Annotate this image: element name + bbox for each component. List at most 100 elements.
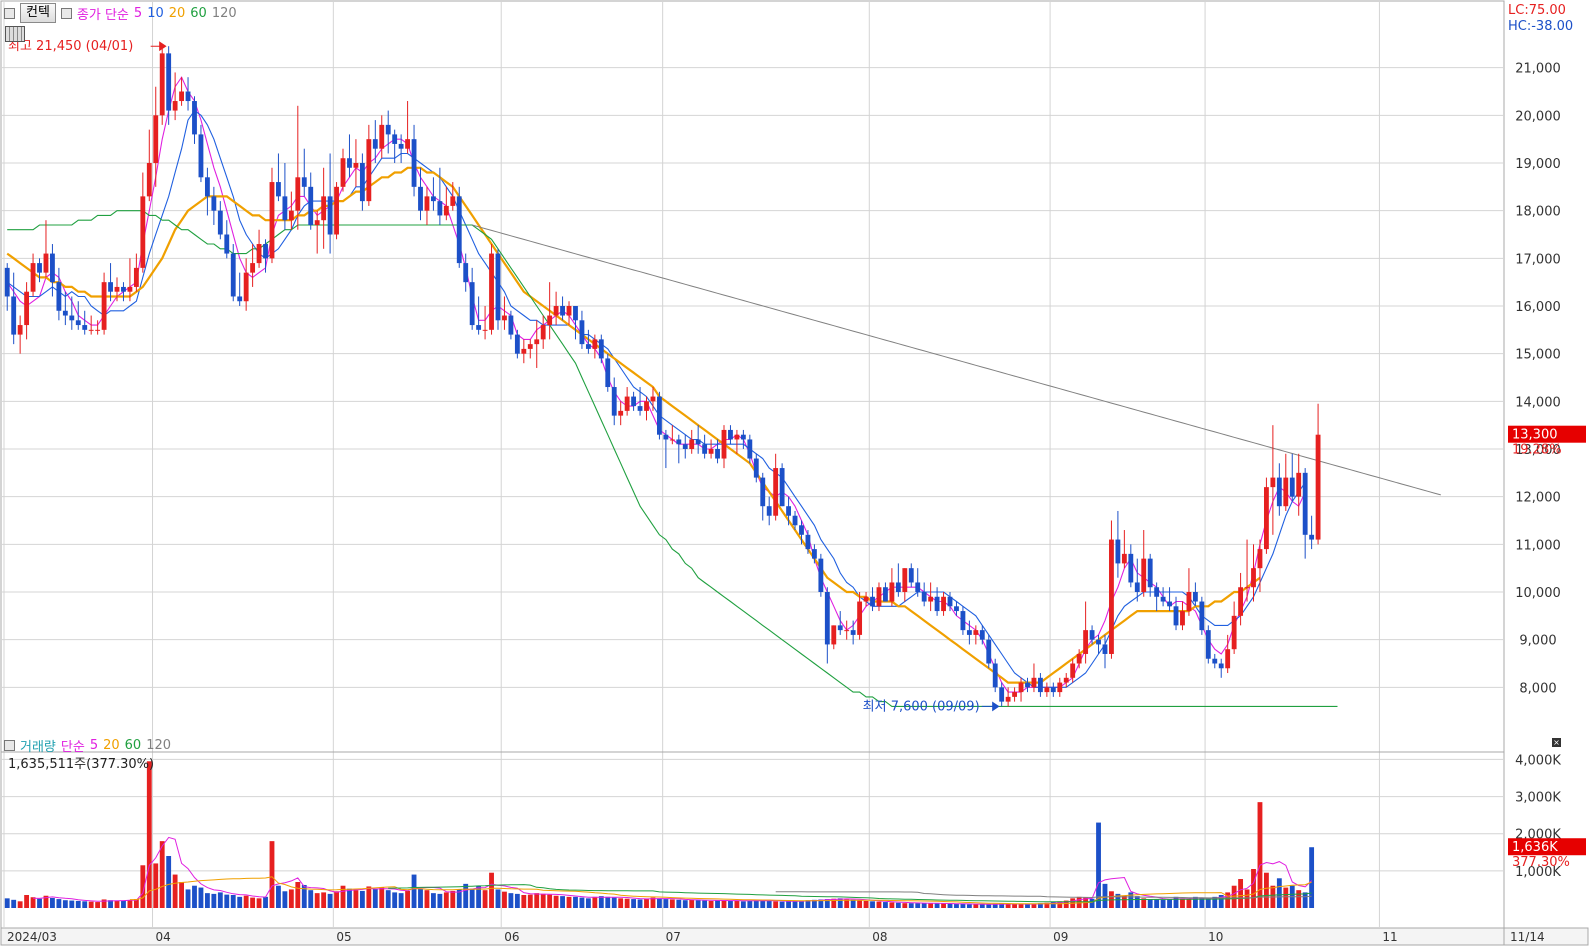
candle-body[interactable] bbox=[392, 134, 398, 144]
volume-bar[interactable] bbox=[379, 887, 385, 908]
volume-bar[interactable] bbox=[366, 886, 372, 908]
candle-body[interactable] bbox=[179, 91, 184, 102]
volume-bar[interactable] bbox=[689, 899, 695, 908]
candle-body[interactable] bbox=[566, 306, 572, 316]
volume-bar[interactable] bbox=[282, 891, 288, 908]
candle-body[interactable] bbox=[288, 210, 294, 221]
candle-body[interactable] bbox=[669, 439, 675, 441]
volume-bar[interactable] bbox=[1160, 899, 1166, 908]
candle-body[interactable] bbox=[721, 429, 727, 459]
volume-bar[interactable] bbox=[540, 893, 546, 908]
volume-bar[interactable] bbox=[760, 900, 766, 908]
candle-body[interactable] bbox=[127, 286, 133, 292]
candle-body[interactable] bbox=[1309, 534, 1315, 540]
candle-body[interactable] bbox=[1154, 587, 1160, 597]
volume-bar[interactable] bbox=[1063, 900, 1069, 908]
candle-body[interactable] bbox=[502, 315, 507, 321]
candle-body[interactable] bbox=[88, 329, 94, 331]
volume-bar[interactable] bbox=[263, 896, 268, 908]
candle-body[interactable] bbox=[708, 449, 714, 454]
volume-bar[interactable] bbox=[682, 900, 688, 908]
volume-bar[interactable] bbox=[1244, 889, 1250, 908]
candle-body[interactable] bbox=[728, 429, 733, 440]
candle-body[interactable] bbox=[43, 253, 49, 273]
candle-body[interactable] bbox=[1076, 653, 1082, 664]
volume-bar[interactable] bbox=[954, 903, 959, 908]
candle-body[interactable] bbox=[992, 663, 998, 688]
candle-body[interactable] bbox=[514, 334, 520, 354]
candle-body[interactable] bbox=[1018, 682, 1024, 693]
candle-body[interactable] bbox=[1057, 682, 1063, 693]
candle-body[interactable] bbox=[237, 296, 243, 302]
volume-bar[interactable] bbox=[521, 895, 527, 908]
candle-body[interactable] bbox=[1134, 582, 1140, 592]
candle-body[interactable] bbox=[1276, 477, 1282, 507]
volume-bar[interactable] bbox=[618, 898, 624, 908]
candle-body[interactable] bbox=[1141, 558, 1147, 592]
candle-body[interactable] bbox=[805, 534, 811, 550]
candle-body[interactable] bbox=[75, 320, 81, 326]
volume-bar[interactable] bbox=[547, 894, 553, 908]
candle-body[interactable] bbox=[547, 315, 553, 326]
volume-bar[interactable] bbox=[166, 856, 172, 908]
candle-body[interactable] bbox=[1264, 487, 1269, 550]
volume-bar[interactable] bbox=[1238, 879, 1244, 908]
candle-body[interactable] bbox=[11, 296, 17, 335]
candle-body[interactable] bbox=[366, 139, 372, 202]
candle-body[interactable] bbox=[450, 196, 456, 206]
volume-bar[interactable] bbox=[605, 896, 611, 908]
volume-bar[interactable] bbox=[650, 897, 656, 908]
volume-bar[interactable] bbox=[631, 899, 637, 908]
volume-bar[interactable] bbox=[308, 890, 314, 908]
volume-bar[interactable] bbox=[224, 894, 230, 908]
volume-bar[interactable] bbox=[734, 900, 740, 908]
close-panel-icon[interactable]: × bbox=[1552, 738, 1561, 747]
candle-body[interactable] bbox=[1167, 601, 1172, 607]
candle-body[interactable] bbox=[211, 196, 217, 211]
volume-bar[interactable] bbox=[876, 901, 882, 908]
volume-bar[interactable] bbox=[159, 841, 165, 908]
candle-body[interactable] bbox=[702, 444, 708, 454]
volume-bar[interactable] bbox=[1186, 899, 1192, 908]
candle-body[interactable] bbox=[114, 286, 120, 292]
candle-body[interactable] bbox=[611, 387, 617, 416]
candle-body[interactable] bbox=[146, 163, 152, 197]
volume-bar[interactable] bbox=[1283, 887, 1289, 908]
candle-body[interactable] bbox=[276, 182, 281, 197]
volume-bar[interactable] bbox=[24, 895, 30, 908]
candle-body[interactable] bbox=[411, 139, 417, 187]
volume-bar[interactable] bbox=[140, 865, 146, 908]
volume-bar[interactable] bbox=[766, 900, 772, 908]
candle-body[interactable] bbox=[263, 244, 268, 259]
volume-bar[interactable] bbox=[418, 888, 423, 908]
volume-bar[interactable] bbox=[437, 893, 443, 908]
volume-bar[interactable] bbox=[269, 841, 275, 908]
candle-body[interactable] bbox=[553, 306, 559, 316]
volume-bar[interactable] bbox=[1115, 893, 1121, 908]
volume-bar[interactable] bbox=[301, 884, 307, 908]
candle-body[interactable] bbox=[443, 205, 449, 216]
candle-body[interactable] bbox=[256, 244, 262, 264]
volume-bar[interactable] bbox=[1102, 883, 1108, 908]
candle-body[interactable] bbox=[786, 506, 791, 516]
volume-bar[interactable] bbox=[243, 895, 249, 908]
candle-body[interactable] bbox=[334, 186, 339, 235]
volume-bar[interactable] bbox=[979, 904, 985, 908]
volume-bar[interactable] bbox=[1154, 899, 1160, 908]
candle-body[interactable] bbox=[1044, 687, 1050, 693]
candle-body[interactable] bbox=[1025, 682, 1030, 688]
volume-bar[interactable] bbox=[411, 874, 417, 908]
volume-bar[interactable] bbox=[1296, 890, 1302, 908]
candle-body[interactable] bbox=[915, 582, 921, 592]
candle-body[interactable] bbox=[185, 91, 191, 102]
volume-bar[interactable] bbox=[889, 902, 895, 908]
volume-bar[interactable] bbox=[786, 901, 791, 908]
volume-bar[interactable] bbox=[715, 900, 720, 908]
volume-bar[interactable] bbox=[934, 903, 940, 908]
volume-bar[interactable] bbox=[992, 903, 998, 908]
candle-body[interactable] bbox=[870, 596, 875, 607]
volume-bar[interactable] bbox=[753, 900, 759, 908]
candle-body[interactable] bbox=[353, 163, 359, 168]
volume-bar[interactable] bbox=[960, 903, 966, 908]
candle-body[interactable] bbox=[1031, 677, 1037, 688]
